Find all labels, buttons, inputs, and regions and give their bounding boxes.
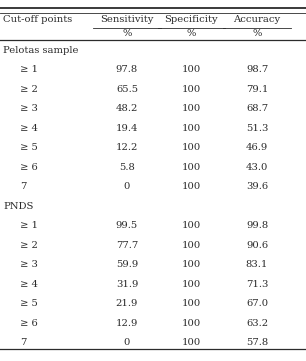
Text: ≥ 5: ≥ 5 xyxy=(20,299,38,308)
Text: ≥ 6: ≥ 6 xyxy=(20,319,38,328)
Text: 97.8: 97.8 xyxy=(116,65,138,74)
Text: 100: 100 xyxy=(182,241,201,250)
Text: 19.4: 19.4 xyxy=(116,124,138,133)
Text: 21.9: 21.9 xyxy=(116,299,138,308)
Text: 99.5: 99.5 xyxy=(116,221,138,230)
Text: %: % xyxy=(122,29,132,38)
Text: ≥ 2: ≥ 2 xyxy=(20,241,38,250)
Text: ≥ 4: ≥ 4 xyxy=(20,280,38,289)
Text: 99.8: 99.8 xyxy=(246,221,268,230)
Text: ≥ 6: ≥ 6 xyxy=(20,163,38,172)
Text: 71.3: 71.3 xyxy=(246,280,268,289)
Text: 90.6: 90.6 xyxy=(246,241,268,250)
Text: ≥ 5: ≥ 5 xyxy=(20,143,38,152)
Text: 100: 100 xyxy=(182,143,201,152)
Text: Pelotas sample: Pelotas sample xyxy=(3,46,79,55)
Text: 67.0: 67.0 xyxy=(246,299,268,308)
Text: Cut-off points: Cut-off points xyxy=(3,15,72,24)
Text: 100: 100 xyxy=(182,338,201,347)
Text: 100: 100 xyxy=(182,124,201,133)
Text: 65.5: 65.5 xyxy=(116,85,138,94)
Text: Specificity: Specificity xyxy=(164,15,218,24)
Text: 100: 100 xyxy=(182,104,201,113)
Text: 48.2: 48.2 xyxy=(116,104,138,113)
Text: 68.7: 68.7 xyxy=(246,104,268,113)
Text: Sensitivity: Sensitivity xyxy=(100,15,154,24)
Text: 59.9: 59.9 xyxy=(116,260,138,269)
Text: 100: 100 xyxy=(182,319,201,328)
Text: %: % xyxy=(252,29,262,38)
Text: 100: 100 xyxy=(182,299,201,308)
Text: 100: 100 xyxy=(182,85,201,94)
Text: 0: 0 xyxy=(124,338,130,347)
Text: ≥ 1: ≥ 1 xyxy=(20,221,38,230)
Text: 77.7: 77.7 xyxy=(116,241,138,250)
Text: ≥ 1: ≥ 1 xyxy=(20,65,38,74)
Text: ≥ 3: ≥ 3 xyxy=(20,260,38,269)
Text: PNDS: PNDS xyxy=(3,202,33,211)
Text: 100: 100 xyxy=(182,163,201,172)
Text: 46.9: 46.9 xyxy=(246,143,268,152)
Text: 100: 100 xyxy=(182,65,201,74)
Text: 100: 100 xyxy=(182,260,201,269)
Text: 63.2: 63.2 xyxy=(246,319,268,328)
Text: ≥ 2: ≥ 2 xyxy=(20,85,38,94)
Text: 100: 100 xyxy=(182,280,201,289)
Text: 39.6: 39.6 xyxy=(246,182,268,191)
Text: 5.8: 5.8 xyxy=(119,163,135,172)
Text: 57.8: 57.8 xyxy=(246,338,268,347)
Text: 98.7: 98.7 xyxy=(246,65,268,74)
Text: 12.9: 12.9 xyxy=(116,319,138,328)
Text: 100: 100 xyxy=(182,182,201,191)
Text: 83.1: 83.1 xyxy=(246,260,268,269)
Text: 43.0: 43.0 xyxy=(246,163,268,172)
Text: 7: 7 xyxy=(20,182,26,191)
Text: ≥ 4: ≥ 4 xyxy=(20,124,38,133)
Text: 51.3: 51.3 xyxy=(246,124,268,133)
Text: 31.9: 31.9 xyxy=(116,280,138,289)
Text: %: % xyxy=(187,29,196,38)
Text: 12.2: 12.2 xyxy=(116,143,138,152)
Text: 100: 100 xyxy=(182,221,201,230)
Text: ≥ 3: ≥ 3 xyxy=(20,104,38,113)
Text: 79.1: 79.1 xyxy=(246,85,268,94)
Text: Accuracy: Accuracy xyxy=(233,15,281,24)
Text: 0: 0 xyxy=(124,182,130,191)
Text: 7: 7 xyxy=(20,338,26,347)
